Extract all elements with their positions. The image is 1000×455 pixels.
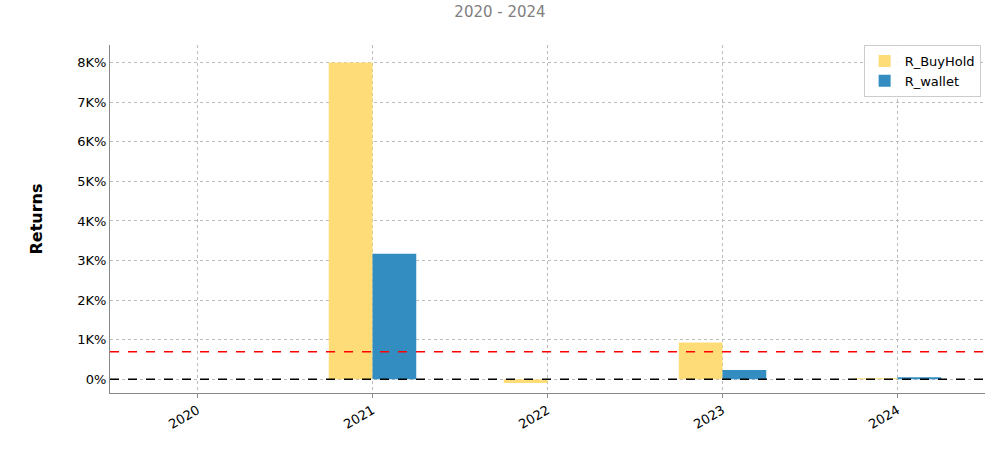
svg-text:2021: 2021: [341, 402, 377, 432]
svg-text:5K%: 5K%: [77, 174, 106, 189]
svg-text:2K%: 2K%: [77, 293, 106, 308]
svg-text:2022: 2022: [516, 402, 552, 432]
svg-text:2023: 2023: [691, 402, 727, 432]
svg-text:R_BuyHold: R_BuyHold: [905, 54, 975, 69]
svg-text:0%: 0%: [86, 372, 107, 387]
svg-text:1K%: 1K%: [77, 332, 106, 347]
svg-text:8K%: 8K%: [77, 55, 106, 70]
svg-text:3K%: 3K%: [77, 253, 106, 268]
svg-text:4K%: 4K%: [77, 214, 106, 229]
svg-text:2020: 2020: [166, 402, 202, 432]
svg-text:2024: 2024: [866, 402, 902, 432]
svg-text:7K%: 7K%: [77, 95, 106, 110]
svg-text:R_wallet: R_wallet: [905, 74, 959, 89]
svg-text:Returns: Returns: [27, 183, 46, 254]
svg-text:2020 - 2024: 2020 - 2024: [454, 3, 545, 21]
svg-text:6K%: 6K%: [77, 134, 106, 149]
